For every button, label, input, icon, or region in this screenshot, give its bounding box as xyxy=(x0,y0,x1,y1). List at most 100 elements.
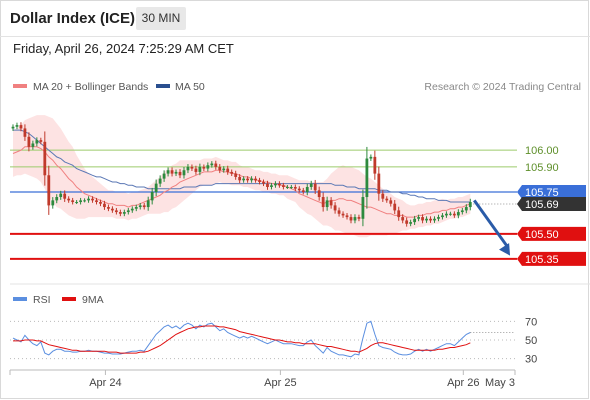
candle-body xyxy=(357,217,361,219)
candle-body xyxy=(297,188,301,191)
candle-body xyxy=(377,173,381,194)
legend-rsi: RSI 9MA xyxy=(13,294,104,306)
candle-body xyxy=(274,183,277,186)
candle-body xyxy=(226,168,230,172)
candle-body xyxy=(51,200,55,206)
chart-datetime: Friday, April 26, 2024 7:25:29 AM CET xyxy=(13,41,234,56)
candle-body xyxy=(262,181,265,184)
candle-body xyxy=(369,156,373,159)
candle-body xyxy=(11,126,15,129)
candle-body xyxy=(437,217,440,219)
x-tick-label: Apr 26 xyxy=(447,377,479,389)
x-tick-label: Apr 24 xyxy=(89,377,121,389)
candle-body xyxy=(460,210,464,213)
candle-body xyxy=(186,166,190,171)
rsi-line xyxy=(12,320,471,358)
candle-body xyxy=(107,207,110,209)
candle-body xyxy=(365,158,369,198)
moving-averages xyxy=(12,129,471,218)
candle-body xyxy=(166,170,170,174)
rsi-ma-legend-swatch xyxy=(62,297,76,301)
candle-body xyxy=(114,210,118,213)
candle-body xyxy=(441,215,444,218)
level-tag-105.50 xyxy=(517,226,586,241)
candle-body xyxy=(270,185,273,187)
candle-body xyxy=(154,183,158,192)
ma50-legend-swatch xyxy=(156,84,170,88)
candle-body xyxy=(425,218,428,221)
candle-body xyxy=(55,197,59,201)
rsi-legend-swatch xyxy=(13,297,27,301)
candle-body xyxy=(218,166,222,171)
candle-body xyxy=(19,125,23,129)
candle-body xyxy=(230,171,234,174)
candle-body xyxy=(182,170,186,176)
candle-body xyxy=(31,143,35,147)
candle-body xyxy=(27,136,31,147)
candle-body xyxy=(452,213,456,216)
candle-body xyxy=(63,193,67,199)
candle-body xyxy=(178,171,182,176)
candle-body xyxy=(35,140,39,144)
candle-body xyxy=(75,202,79,204)
ma50-legend-label: MA 50 xyxy=(175,81,205,93)
candles xyxy=(11,122,472,227)
last-price-label: 105.69 xyxy=(525,199,559,211)
candle-body xyxy=(317,190,321,198)
candle-body xyxy=(210,163,214,166)
rsi-ma-legend-label: 9MA xyxy=(82,294,104,306)
candle-body xyxy=(353,217,357,221)
candle-body xyxy=(99,202,102,204)
projection-arrow-shaft xyxy=(473,199,510,249)
x-tick-label: May 3 xyxy=(485,377,515,389)
candle-body xyxy=(401,217,405,221)
instrument-title: Dollar Index (ICE) xyxy=(10,10,136,27)
candle-body xyxy=(202,166,206,169)
level-label-105.90: 105.90 xyxy=(525,162,559,174)
level-tag-105.75 xyxy=(517,185,586,199)
candle-body xyxy=(138,205,142,208)
rsi-tick-50: 50 xyxy=(525,335,537,347)
candle-body xyxy=(321,197,325,208)
x-axis: Apr 24 Apr 25 Apr 26 May 3 xyxy=(9,370,516,389)
candle-body xyxy=(111,208,114,211)
ma20-legend-swatch xyxy=(13,84,27,88)
candle-body xyxy=(258,180,261,182)
candle-body xyxy=(23,128,27,137)
candle-body xyxy=(468,202,472,208)
candle-body xyxy=(126,210,130,213)
candle-body xyxy=(214,163,218,167)
candle-body xyxy=(162,173,166,179)
candle-body xyxy=(83,200,86,202)
candle-body xyxy=(361,197,365,219)
candle-body xyxy=(150,192,154,201)
candle-body xyxy=(146,200,150,208)
candle-body xyxy=(67,198,71,201)
candle-body xyxy=(421,217,424,221)
timeframe-badge[interactable]: 30 MIN xyxy=(136,7,186,30)
candle-body xyxy=(464,207,468,211)
candle-body xyxy=(301,190,305,192)
chart-header: Dollar Index (ICE) 30 MIN xyxy=(0,0,590,37)
candle-body xyxy=(385,198,389,201)
rsi-ma-line xyxy=(13,325,471,354)
candle-body xyxy=(345,215,349,218)
ma50-line xyxy=(13,129,471,203)
rsi-legend-label: RSI xyxy=(33,294,51,306)
candle-body xyxy=(445,213,448,216)
ma20-line xyxy=(12,146,471,218)
candle-body xyxy=(254,178,257,181)
candle-body xyxy=(122,212,126,214)
candle-body xyxy=(266,183,269,187)
candle-body xyxy=(429,218,432,221)
projection-arrow xyxy=(473,199,511,256)
candle-body xyxy=(417,217,420,219)
candle-body xyxy=(289,186,293,188)
candle-body xyxy=(142,205,146,208)
credit-label: Research © 2024 Trading Central xyxy=(424,81,581,93)
last-price-tag xyxy=(517,197,586,212)
candle-body xyxy=(278,183,281,186)
candle-body xyxy=(246,178,250,181)
